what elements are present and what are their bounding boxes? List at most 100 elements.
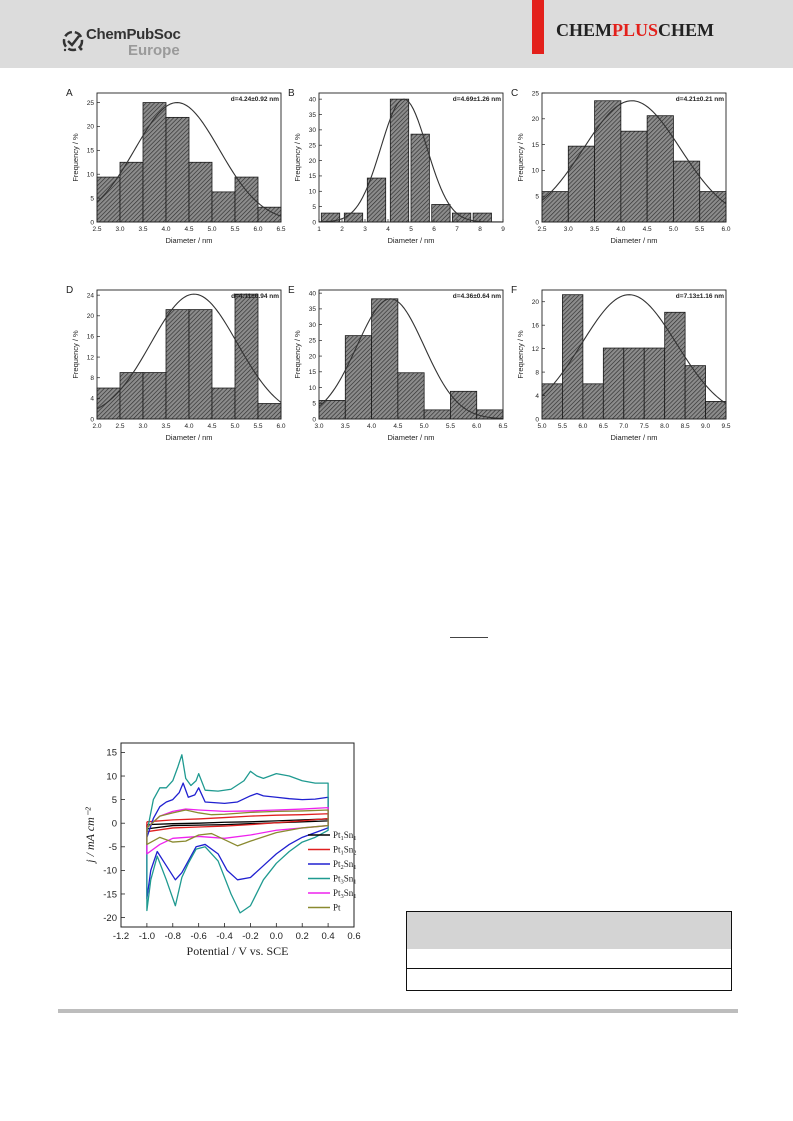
x-tick-label: 7.0 (619, 423, 628, 430)
y-tick-label: 0 (90, 219, 94, 226)
x-tick-label: 5.0 (669, 226, 678, 233)
x-tick-label: 9.5 (721, 423, 730, 430)
publisher-name: ChemPubSoc (86, 26, 181, 43)
legend-entry: Pt2Sn1 (333, 859, 357, 871)
y-tick-label: 25 (309, 143, 317, 150)
mean-diameter-annotation: d=7.13±1.16 nm (676, 293, 724, 300)
x-tick-label: 6.0 (276, 423, 285, 430)
mean-diameter-annotation: d=4.21±0.21 nm (676, 96, 724, 103)
plot-frame (541, 289, 727, 420)
histogram-svg: 2.5 3.0 3.5 4.0 4.5 5.0 5.5 6.0 0 5 10 15 20 25 Cd=4.2… (511, 88, 731, 245)
x-tick-label: 6.0 (721, 226, 730, 233)
y-tick-label: 20 (87, 313, 95, 320)
histogram-bar (211, 191, 236, 223)
x-tick-label: 5.0 (537, 423, 546, 430)
x-tick-label: 5.5 (230, 226, 239, 233)
histogram-bar (119, 372, 144, 420)
y-tick-label: 40 (309, 96, 317, 103)
histogram-bar (96, 387, 121, 420)
y-tick-label: 20 (87, 124, 95, 131)
x-tick-label: 4.0 (184, 423, 193, 430)
y-tick-label: 4 (535, 393, 539, 400)
histogram-bar (567, 145, 595, 223)
legend-entry: Pt3Sn1 (333, 874, 357, 886)
x-tick-label: 5.0 (420, 423, 429, 430)
panel-letter: E (288, 285, 295, 296)
y-tick-label: 5 (312, 204, 316, 211)
legend-entry: Pt1Sn2 (333, 845, 357, 857)
histogram-bar (699, 191, 727, 223)
y-tick-label: 20 (532, 116, 540, 123)
y-tick-label: 35 (309, 306, 317, 313)
x-tick-label: 6.5 (599, 423, 608, 430)
y-tick-label: 30 (309, 127, 317, 134)
x-tick-label: 7 (455, 226, 459, 233)
publisher-logo: ChemPubSoc Europe (62, 26, 192, 60)
x-axis-title: Diameter / nm (165, 236, 212, 245)
x-tick-label: 4.0 (161, 226, 170, 233)
x-tick-label: 2.5 (115, 423, 124, 430)
cv-x-tick-label: -0.6 (190, 931, 206, 942)
histogram-bar (343, 212, 364, 223)
histogram-bar (646, 115, 674, 223)
cv-x-axis-title: Potential / V vs. SCE (187, 944, 289, 958)
y-tick-label: 5 (90, 195, 94, 202)
cv-series-line (146, 754, 329, 914)
y-axis-title: Frequency / % (293, 330, 302, 379)
y-tick-label: 10 (309, 189, 317, 196)
x-tick-label: 3.0 (115, 226, 124, 233)
legend-entry: Pt3Sn1 (333, 888, 357, 900)
x-tick-label: 4 (386, 226, 390, 233)
histogram-svg: 1 2 3 4 5 6 7 8 9 0 5 10 15 20 25 30 35 40 Bd=4.69±1.26 nm… (288, 88, 505, 245)
publisher-subtitle: Europe (128, 42, 180, 59)
y-tick-label: 0 (535, 219, 539, 226)
cv-series-line (146, 782, 329, 900)
y-tick-label: 10 (309, 385, 317, 392)
mean-diameter-annotation: d=4.36±0.64 nm (453, 293, 501, 300)
histogram-bar (664, 311, 686, 420)
journal-title-part2: PLUS (612, 20, 659, 40)
y-tick-label: 0 (312, 219, 316, 226)
histogram-bar (96, 176, 121, 223)
histogram-bar (451, 212, 472, 223)
cv-y-tick-label: 0 (112, 819, 117, 830)
histogram-bar (450, 390, 478, 420)
y-axis-title: Frequency / % (71, 133, 80, 182)
histogram-bar (623, 347, 645, 420)
cv-y-tick-label: 15 (106, 748, 117, 759)
table-rule (407, 968, 731, 969)
table-frame (406, 911, 732, 991)
histogram-bar (188, 161, 213, 223)
x-tick-label: 4.0 (367, 423, 376, 430)
y-tick-label: 15 (309, 369, 317, 376)
mean-diameter-annotation: d=4.69±1.26 nm (453, 96, 501, 103)
journal-title-part1: CHEM (556, 20, 612, 40)
y-tick-label: 16 (532, 322, 540, 329)
y-tick-label: 12 (87, 354, 95, 361)
mean-diameter-annotation: d=4.11±0.94 nm (231, 293, 279, 300)
gaussian-fit-curve (318, 98, 504, 223)
cv-x-tick-label: 0.2 (296, 931, 309, 942)
histogram-bar (234, 293, 259, 420)
y-tick-label: 16 (87, 334, 95, 341)
y-tick-label: 4 (90, 396, 94, 403)
histogram-bar (602, 347, 625, 420)
x-axis-title: Diameter / nm (610, 236, 657, 245)
histogram-bar (165, 116, 190, 223)
cv-y-tick-label: -10 (103, 866, 117, 877)
y-tick-label: 8 (90, 375, 94, 382)
histogram-panel-e: 3.0 3.5 4.0 4.5 5.0 5.5 6.0 6.5 0 5 10 15 20 25 30 35 40… (288, 282, 510, 447)
x-tick-label: 3.0 (314, 423, 323, 430)
cv-x-tick-label: -1.0 (139, 931, 155, 942)
x-tick-label: 7.5 (640, 423, 649, 430)
histogram-bar (397, 372, 425, 420)
histogram-bar (582, 383, 604, 420)
x-tick-label: 6.0 (578, 423, 587, 430)
cv-x-tick-label: 0.6 (347, 931, 360, 942)
x-tick-label: 4.5 (184, 226, 193, 233)
histogram-panel-f: 5.0 5.5 6.0 6.5 7.0 7.5 8.0 8.5 9.0 9.5 0 4 8 12 16 20 F… (511, 282, 733, 447)
x-tick-label: 2.0 (92, 423, 101, 430)
